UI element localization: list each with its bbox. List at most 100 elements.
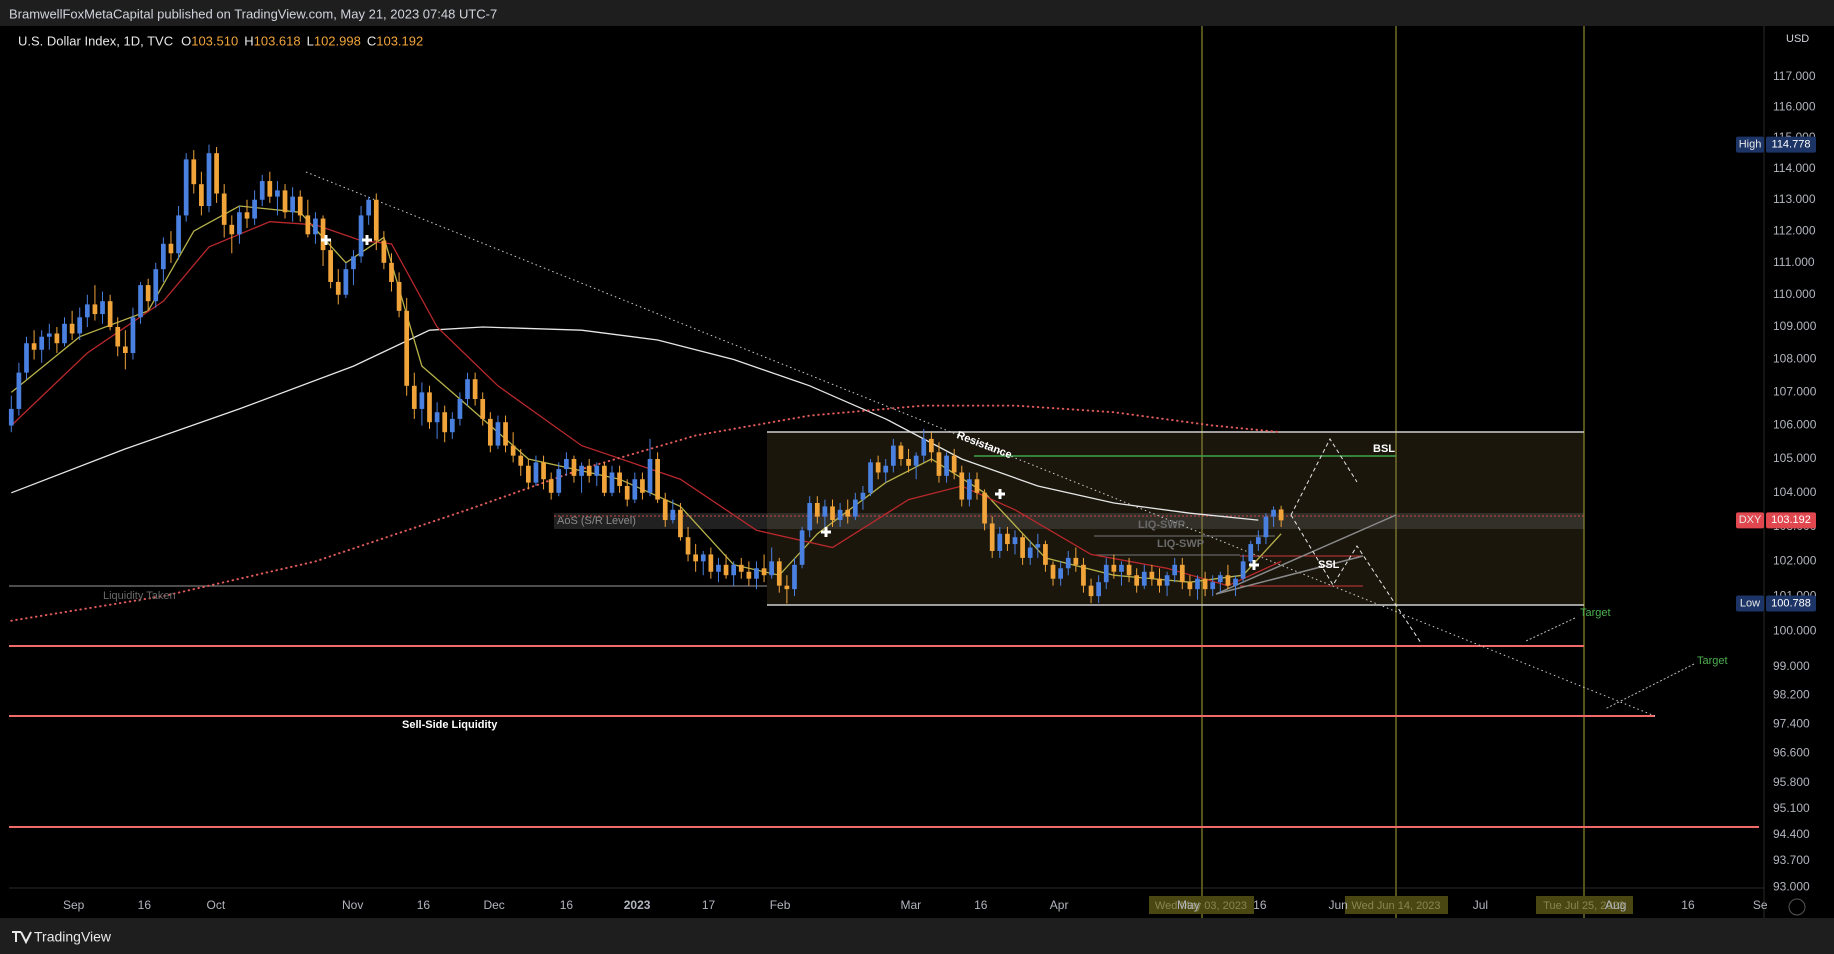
ohlc-value: 103.510 bbox=[191, 33, 238, 48]
candle-body bbox=[936, 452, 942, 476]
x-tick-label: 16 bbox=[138, 898, 152, 912]
candle-body bbox=[237, 212, 242, 235]
x-tick-label: Feb bbox=[770, 898, 791, 912]
y-tick-label: 100.000 bbox=[1773, 623, 1817, 637]
date-badge bbox=[1345, 896, 1448, 914]
candle-body bbox=[670, 509, 676, 521]
candle-body bbox=[297, 196, 303, 216]
candle-body bbox=[571, 459, 577, 476]
candle-body bbox=[1225, 575, 1231, 586]
candle-body bbox=[1248, 544, 1254, 562]
candle-body bbox=[647, 459, 653, 493]
x-tick-label: 16 bbox=[417, 898, 431, 912]
y-tick-label: 93.000 bbox=[1773, 880, 1810, 894]
badge-value: 114.778 bbox=[1772, 139, 1811, 151]
candle-body bbox=[1210, 582, 1216, 590]
candle-body bbox=[1103, 564, 1109, 583]
candle-body bbox=[632, 479, 638, 500]
annotation: AoS (S/R Level) bbox=[557, 515, 636, 527]
x-tick-label: May bbox=[1177, 898, 1200, 912]
annotation: Target bbox=[1580, 607, 1611, 619]
candle-body bbox=[602, 465, 607, 493]
candle-body bbox=[974, 479, 980, 493]
candle-body bbox=[183, 159, 189, 216]
candle-body bbox=[457, 398, 463, 419]
y-tick-label: 93.700 bbox=[1773, 853, 1810, 867]
candle-body bbox=[944, 455, 949, 476]
candle-body bbox=[1058, 568, 1063, 579]
y-tick-label: 112.000 bbox=[1773, 223, 1816, 237]
candle-body bbox=[427, 392, 432, 423]
y-tick-label: 113.000 bbox=[1773, 192, 1816, 206]
x-tick-label: Se bbox=[1753, 898, 1768, 912]
candle-body bbox=[693, 554, 698, 562]
candle-body bbox=[1111, 564, 1117, 572]
cross-marker bbox=[1249, 560, 1259, 570]
candle-body bbox=[191, 159, 197, 185]
range-box bbox=[767, 432, 1584, 605]
y-tick-label: 117.000 bbox=[1773, 69, 1816, 83]
candle-body bbox=[685, 537, 691, 555]
candle-body bbox=[1119, 564, 1124, 572]
badge-label: DXY bbox=[1739, 514, 1762, 526]
cross-marker bbox=[995, 489, 1005, 499]
candle-body bbox=[1233, 578, 1238, 586]
candle-body bbox=[723, 564, 729, 576]
candle-body bbox=[1202, 578, 1208, 590]
candle-body bbox=[890, 445, 896, 466]
annotation: LIQ-SWP bbox=[1157, 538, 1204, 550]
candle-body bbox=[624, 486, 630, 500]
candle-body bbox=[898, 445, 904, 460]
candle-body bbox=[8, 408, 14, 426]
candle-body bbox=[366, 199, 372, 216]
x-tick-label: Jun bbox=[1328, 898, 1347, 912]
candle-body bbox=[1027, 547, 1033, 558]
candle-body bbox=[358, 215, 364, 257]
badge-value-box bbox=[1766, 512, 1816, 529]
candle-body bbox=[761, 568, 767, 576]
projection-arrow bbox=[1290, 437, 1358, 516]
y-tick-label: 95.100 bbox=[1773, 801, 1810, 815]
candle-body bbox=[495, 422, 501, 446]
candle-body bbox=[396, 281, 402, 311]
candle-body bbox=[168, 243, 174, 254]
candle-body bbox=[1141, 571, 1147, 586]
x-tick-label: 16 bbox=[1253, 898, 1267, 912]
ohlc-key: H bbox=[244, 33, 253, 48]
candle-body bbox=[1271, 509, 1276, 517]
candle-body bbox=[69, 323, 75, 334]
badge-label: Low bbox=[1740, 597, 1760, 609]
candle-body bbox=[564, 459, 569, 470]
candle-body bbox=[929, 438, 934, 453]
x-tick-label: Oct bbox=[206, 898, 225, 912]
candle-body bbox=[46, 333, 52, 337]
moving-average bbox=[10, 221, 1282, 587]
ohlc-key: L bbox=[307, 33, 314, 48]
annotation: SSL bbox=[1318, 559, 1340, 571]
target-arrow bbox=[1525, 617, 1576, 642]
candle-body bbox=[77, 317, 83, 334]
auto-scale-button[interactable] bbox=[1788, 898, 1806, 916]
candle-body bbox=[655, 459, 660, 500]
candle-body bbox=[967, 479, 972, 500]
candle-body bbox=[1187, 582, 1193, 590]
annotation: Sell-Side Liquidity bbox=[402, 719, 498, 731]
annotation: BSL bbox=[1373, 443, 1395, 455]
ohlc-key: C bbox=[367, 33, 376, 48]
y-tick-label: 116.000 bbox=[1773, 99, 1816, 113]
candle-body bbox=[1172, 564, 1178, 576]
candle-body bbox=[1217, 575, 1223, 583]
y-tick-label: 109.000 bbox=[1773, 319, 1817, 333]
candle-body bbox=[1005, 533, 1010, 545]
candle-body bbox=[24, 343, 29, 373]
candle-body bbox=[1195, 578, 1200, 590]
candle-body bbox=[754, 568, 759, 579]
candle-body bbox=[556, 469, 562, 493]
candle-body bbox=[617, 472, 622, 487]
candle-body bbox=[199, 184, 204, 207]
candle-body bbox=[282, 190, 288, 213]
candle-body bbox=[434, 412, 440, 423]
candle-body bbox=[290, 196, 295, 213]
badge-value: 100.788 bbox=[1771, 597, 1811, 609]
